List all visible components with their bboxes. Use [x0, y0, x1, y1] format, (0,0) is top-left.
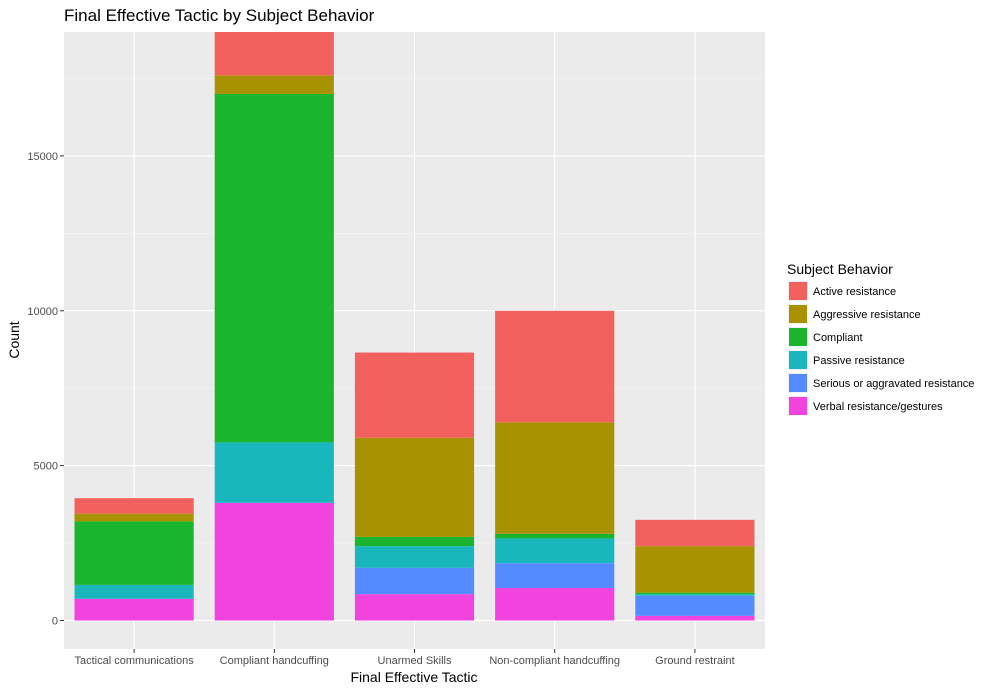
- bar-segment-serious-or-aggravated-resistance: [354, 567, 475, 595]
- legend-title: Subject Behavior: [787, 261, 893, 277]
- legend-label: Aggressive resistance: [813, 309, 921, 321]
- bar-segment-serious-or-aggravated-resistance: [635, 595, 755, 616]
- legend: Subject Behavior Active resistance Aggres…: [787, 261, 974, 416]
- y-axis-title: Count: [6, 321, 22, 358]
- bar-segment-compliant: [354, 536, 475, 547]
- bar-segment-aggressive-resistance: [214, 75, 334, 94]
- bar-segment-passive-resistance: [354, 546, 475, 568]
- bar-segment-verbal-resistance-gestures: [354, 594, 475, 621]
- x-axis: Tactical communications Compliant handcuf…: [74, 649, 735, 667]
- legend-label: Passive resistance: [813, 355, 905, 367]
- bars: [74, 32, 755, 621]
- bar-segment-compliant: [214, 93, 334, 443]
- bar-segment-serious-or-aggravated-resistance: [495, 563, 615, 588]
- bar-segment-aggressive-resistance: [74, 513, 194, 522]
- x-tick-label: Non-compliant handcuffing: [489, 655, 620, 667]
- bar-segment-compliant: [495, 533, 615, 539]
- legend-swatch: [789, 374, 807, 392]
- y-tick-label: 15000: [27, 151, 58, 163]
- legend-label: Serious or aggravated resistance: [813, 378, 974, 390]
- bar-segment-passive-resistance: [635, 594, 755, 596]
- bar-segment-compliant: [635, 592, 755, 595]
- legend-label: Active resistance: [813, 286, 896, 298]
- bar-segment-active-resistance: [635, 519, 755, 547]
- legend-swatch: [789, 328, 807, 346]
- bar-segment-aggressive-resistance: [354, 437, 475, 537]
- x-tick-label: Tactical communications: [74, 655, 194, 667]
- bar-segment-passive-resistance: [214, 442, 334, 503]
- legend-swatch: [789, 351, 807, 369]
- bar-segment-passive-resistance: [495, 538, 615, 564]
- bar-segment-active-resistance: [74, 498, 194, 514]
- x-tick-label: Compliant handcuffing: [220, 655, 329, 667]
- bar-segment-active-resistance: [214, 32, 334, 76]
- legend-label: Compliant: [813, 332, 863, 344]
- y-axis: 0 5000 10000 15000: [27, 151, 64, 628]
- bar-segment-compliant: [74, 521, 194, 585]
- bar-segment-aggressive-resistance: [635, 546, 755, 593]
- legend-swatch: [789, 282, 807, 300]
- y-tick-label: 5000: [34, 461, 58, 473]
- x-tick-label: Ground restraint: [655, 655, 734, 667]
- y-tick-label: 10000: [27, 306, 58, 318]
- bar-segment-verbal-resistance-gestures: [214, 502, 334, 621]
- legend-swatch: [789, 305, 807, 323]
- legend-label: Verbal resistance/gestures: [813, 401, 943, 413]
- chart-title: Final Effective Tactic by Subject Behavi…: [64, 6, 375, 25]
- legend-swatch: [789, 397, 807, 415]
- y-tick-label: 0: [52, 616, 58, 628]
- bar-segment-passive-resistance: [74, 584, 194, 599]
- bar-segment-active-resistance: [495, 310, 615, 423]
- bar-segment-verbal-resistance-gestures: [635, 615, 755, 621]
- x-axis-title: Final Effective Tactic: [350, 669, 477, 685]
- bar-segment-active-resistance: [354, 352, 475, 438]
- bar-segment-verbal-resistance-gestures: [495, 587, 615, 621]
- bar-segment-aggressive-resistance: [495, 422, 615, 534]
- bar-segment-verbal-resistance-gestures: [74, 598, 194, 621]
- x-tick-label: Unarmed Skills: [378, 655, 452, 667]
